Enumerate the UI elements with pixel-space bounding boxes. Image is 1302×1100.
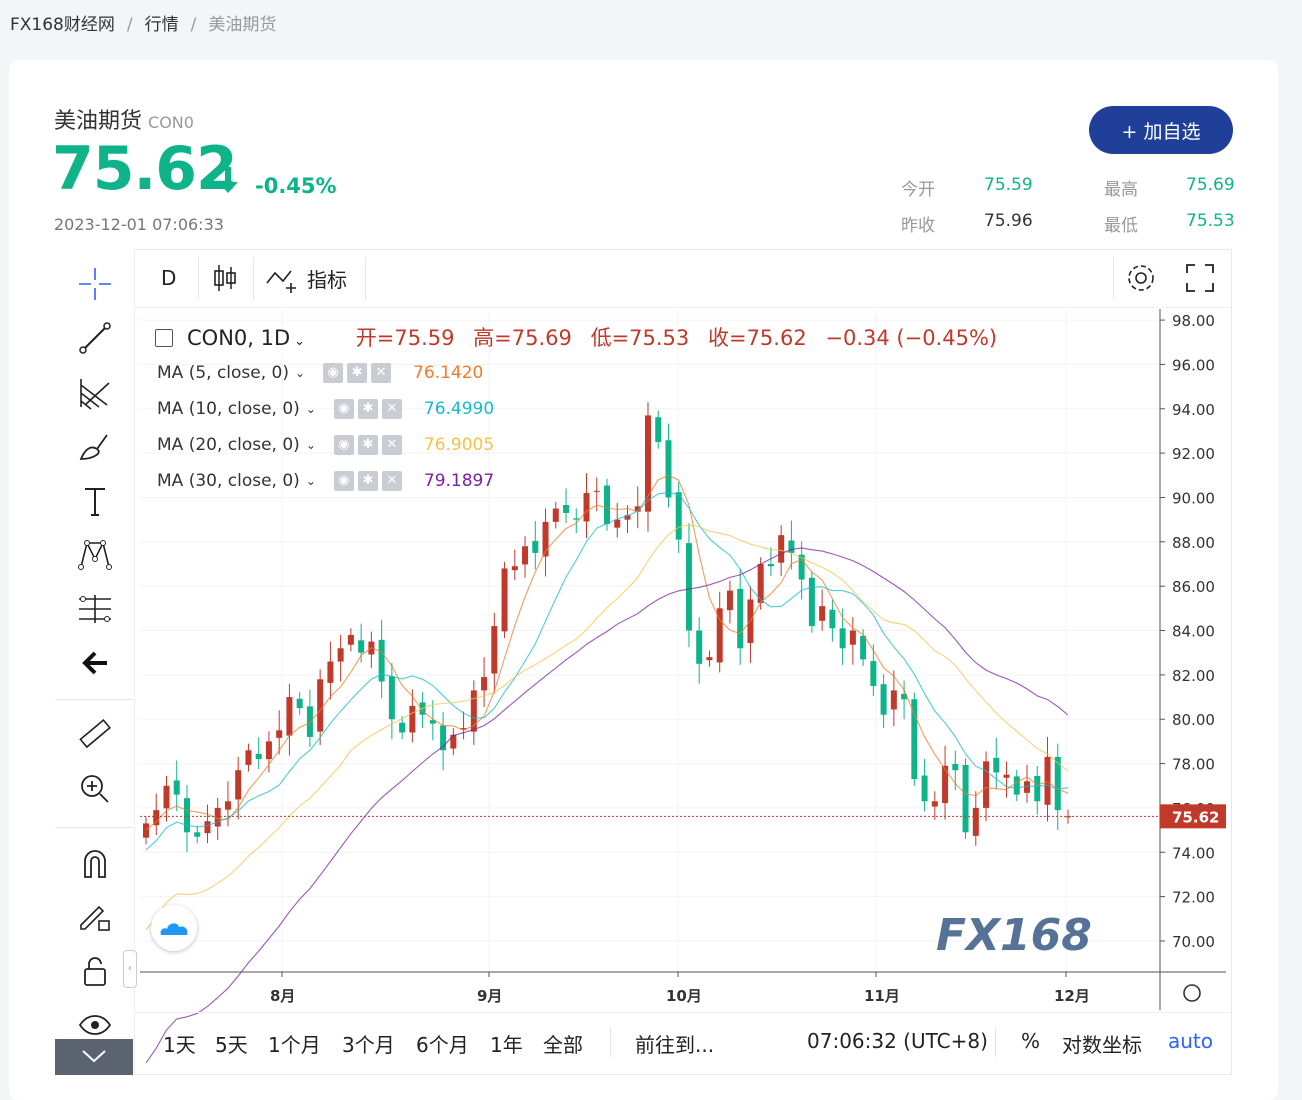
indicators-icon <box>266 270 296 293</box>
collapse-legend-icon[interactable] <box>155 329 173 347</box>
close-icon[interactable]: ✕ <box>381 471 402 491</box>
crosshair-icon[interactable] <box>75 264 115 304</box>
fib-tool-icon[interactable] <box>75 373 115 413</box>
text-tool-icon[interactable] <box>75 481 115 521</box>
unlock-icon[interactable] <box>75 951 115 991</box>
ma-row[interactable]: MA (20, close, 0) ⌄ ◉ ✱ ✕ 76.9005 <box>157 435 495 455</box>
ma-value: 76.9005 <box>423 435 495 455</box>
gear-icon[interactable]: ✱ <box>357 471 378 491</box>
candle-type-icon[interactable] <box>213 249 237 307</box>
ma-label: MA (5, close, 0) <box>157 363 289 383</box>
percent-scale-toggle[interactable]: % <box>1021 1029 1041 1053</box>
breadcrumb-current: 美油期货 <box>208 15 277 35</box>
expand-toolbar-button[interactable] <box>55 1039 133 1075</box>
range-button[interactable]: 1个月 <box>268 1033 321 1057</box>
ma-row[interactable]: MA (5, close, 0) ⌄ ◉ ✱ ✕ 76.1420 <box>157 363 484 383</box>
close-icon[interactable]: ✕ <box>381 399 402 419</box>
breadcrumb-home-link[interactable]: FX168财经网 <box>10 15 115 35</box>
legend-open: 开=75.59 <box>355 326 455 350</box>
range-button[interactable]: 3个月 <box>342 1033 395 1057</box>
log-scale-toggle[interactable]: 对数坐标 <box>1062 1033 1142 1057</box>
drawing-toolbar <box>55 249 135 1075</box>
chevron-down-icon[interactable]: ⌄ <box>294 334 306 349</box>
tradingview-logo-icon[interactable] <box>151 905 197 951</box>
ma-label: MA (30, close, 0) <box>157 471 300 491</box>
quote-timestamp: 2023-12-01 07:06:33 <box>54 215 224 234</box>
close-icon[interactable]: ✕ <box>381 435 402 455</box>
legend-high: 高=75.69 <box>473 326 572 350</box>
auto-scale-toggle[interactable]: auto <box>1168 1029 1214 1053</box>
legend-low: 低=75.53 <box>590 326 690 350</box>
ma-value: 76.4990 <box>423 399 495 419</box>
gear-icon[interactable]: ✱ <box>347 363 368 383</box>
open-label: 今开 <box>901 180 935 200</box>
high-label: 最高 <box>1104 180 1138 200</box>
ruler-icon[interactable] <box>75 715 115 755</box>
indicators-button[interactable]: 指标 <box>265 249 347 307</box>
legend-close: 收=75.62 <box>707 326 807 350</box>
close-icon[interactable]: ✕ <box>371 363 392 383</box>
gear-icon[interactable]: ✱ <box>357 399 378 419</box>
high-value: 75.69 <box>1186 175 1235 195</box>
down-arrow-icon <box>215 165 241 199</box>
collapse-toolbar-handle[interactable]: ‹ <box>123 950 137 988</box>
legend-symbol[interactable]: CON0, 1D <box>187 326 291 350</box>
fullscreen-icon[interactable] <box>1185 249 1215 307</box>
goto-date-button[interactable]: 前往到... <box>635 1033 715 1057</box>
ma-value: 79.1897 <box>423 471 495 491</box>
change-percent: -0.45% <box>255 174 337 198</box>
eye-icon[interactable] <box>75 1005 115 1045</box>
chart-legend: CON0, 1D ⌄ 开=75.59 高=75.69 低=75.53 收=75.6… <box>155 322 997 352</box>
breadcrumb: FX168财经网 / 行情 / 美油期货 <box>10 15 277 35</box>
ma-label: MA (20, close, 0) <box>157 435 300 455</box>
range-button[interactable]: 6个月 <box>416 1033 469 1057</box>
forecast-tool-icon[interactable] <box>75 589 115 629</box>
range-button[interactable]: 全部 <box>543 1033 583 1057</box>
range-button[interactable]: 5天 <box>215 1033 248 1057</box>
zoom-in-icon[interactable] <box>75 769 115 809</box>
chart-bottom-toolbar: 1天 5天 1个月 3个月 6个月 1年 全部 前往到... 07:06:32 … <box>135 1012 1231 1073</box>
legend-change: −0.34 (−0.45%) <box>825 326 998 350</box>
timezone-clock[interactable]: 07:06:32 (UTC+8) <box>807 1029 988 1053</box>
trend-line-icon[interactable] <box>75 318 115 358</box>
instrument-title: 美油期货 CON0 <box>54 103 194 135</box>
eye-icon[interactable]: ◉ <box>333 471 354 491</box>
eye-icon[interactable]: ◉ <box>333 399 354 419</box>
prev-close-value: 75.96 <box>984 211 1033 231</box>
interval-button[interactable]: D <box>161 266 177 290</box>
low-value: 75.53 <box>1186 211 1235 231</box>
gear-icon[interactable]: ✱ <box>357 435 378 455</box>
eye-icon[interactable]: ◉ <box>323 363 344 383</box>
pattern-tool-icon[interactable] <box>75 535 115 575</box>
range-button[interactable]: 1天 <box>163 1033 196 1057</box>
low-label: 最低 <box>1104 216 1138 236</box>
last-price: 75.62 <box>52 134 238 204</box>
back-arrow-icon[interactable] <box>75 643 115 683</box>
ma-row[interactable]: MA (10, close, 0) ⌄ ◉ ✱ ✕ 76.4990 <box>157 399 495 419</box>
prev-close-label: 昨收 <box>901 216 935 236</box>
instrument-code: CON0 <box>148 113 194 132</box>
brush-icon[interactable] <box>75 427 115 467</box>
add-watchlist-button[interactable]: + 加自选 <box>1089 106 1233 154</box>
chart-top-toolbar: D 指标 <box>135 249 1231 308</box>
eye-icon[interactable]: ◉ <box>333 435 354 455</box>
indicators-label: 指标 <box>307 267 347 292</box>
ma-row[interactable]: MA (30, close, 0) ⌄ ◉ ✱ ✕ 79.1897 <box>157 471 495 491</box>
breadcrumb-section-link[interactable]: 行情 <box>144 15 179 35</box>
settings-gear-icon[interactable] <box>1125 249 1157 307</box>
open-value: 75.59 <box>984 175 1033 195</box>
ma-label: MA (10, close, 0) <box>157 399 300 419</box>
ma-value: 76.1420 <box>413 363 484 383</box>
range-button[interactable]: 1年 <box>490 1033 523 1057</box>
lock-drawing-icon[interactable] <box>75 897 115 937</box>
instrument-name: 美油期货 <box>54 109 143 134</box>
magnet-icon[interactable] <box>75 843 115 883</box>
